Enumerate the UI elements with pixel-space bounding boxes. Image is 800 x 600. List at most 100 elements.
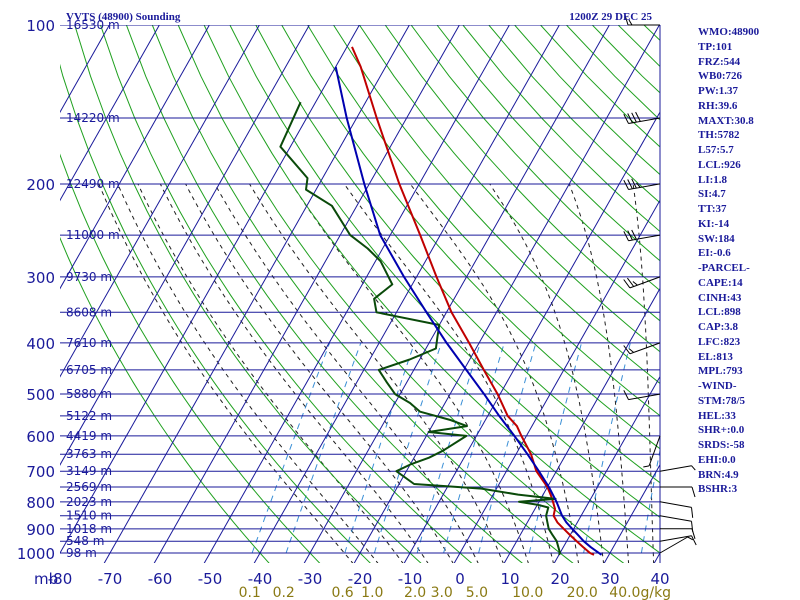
wind-barb bbox=[659, 535, 697, 546]
height-labels: 16530 m 14220 m 12490 m 11000 m 9730 m 8608 m… bbox=[66, 18, 120, 560]
pressure-unit-label: mb bbox=[34, 570, 58, 588]
dry-adiabats bbox=[60, 25, 660, 563]
isotherm-line bbox=[253, 25, 560, 563]
temperature-tick-label: -20 bbox=[348, 570, 373, 588]
isotherm-line bbox=[60, 25, 210, 290]
valid-time: 1200Z 29 DEC 25 bbox=[569, 11, 652, 23]
wind-barb bbox=[623, 229, 661, 242]
parcel-profile-line bbox=[334, 66, 603, 556]
index-item: SI:4.7 bbox=[698, 188, 726, 201]
dry-adiabat-line bbox=[255, 25, 660, 484]
temperature-profile-line bbox=[351, 46, 595, 556]
wind-barb bbox=[623, 390, 661, 401]
dry-adiabat-line bbox=[229, 25, 660, 519]
index-item: PW:1.37 bbox=[698, 85, 739, 97]
pressure-tick-label: 300 bbox=[26, 269, 55, 287]
isotherm-line bbox=[153, 25, 460, 563]
height-label: 1018 m bbox=[66, 522, 112, 536]
index-item: CINH:43 bbox=[698, 291, 742, 304]
index-item: WMO:48900 bbox=[698, 26, 760, 38]
index-item: EI:-0.6 bbox=[698, 247, 731, 260]
index-item: EHI:0.0 bbox=[698, 453, 736, 466]
isotherm-line bbox=[60, 25, 360, 555]
index-item: BSHR:3 bbox=[698, 483, 738, 496]
index-item: TT:37 bbox=[698, 203, 727, 215]
index-item: MAXT:30.8 bbox=[698, 114, 754, 127]
mixing-ratio-line bbox=[344, 342, 415, 554]
index-item: MPL:793 bbox=[698, 365, 743, 378]
moist-adiabat-line bbox=[489, 183, 604, 563]
height-label: 5122 m bbox=[66, 409, 112, 423]
pressure-tick-label: 600 bbox=[26, 428, 55, 446]
index-item: -PARCEL- bbox=[698, 262, 750, 274]
moist-adiabat-line bbox=[214, 183, 479, 563]
profile-lines bbox=[279, 46, 603, 556]
index-item: RH:39.6 bbox=[698, 99, 738, 112]
indices-panel: WMO:48900 TP:101 FRZ:544 WB0:726 PW:1.37 RH:3… bbox=[698, 25, 759, 497]
isotherm-line bbox=[453, 199, 660, 563]
isotherm-line bbox=[303, 25, 610, 563]
wind-barb bbox=[643, 435, 661, 468]
pressure-tick-label: 500 bbox=[26, 386, 55, 404]
height-label: 1510 m bbox=[66, 509, 112, 523]
dry-adiabat-line bbox=[384, 25, 660, 322]
index-item: EL:813 bbox=[698, 350, 733, 363]
temperature-tick-labels: mb-80 -70 -60 -50 -40 -30 -20 -10 0 10 20 30 40 bbox=[34, 570, 670, 588]
wind-barb bbox=[659, 501, 694, 518]
isotherm-line bbox=[103, 25, 410, 563]
index-item: HEL:33 bbox=[698, 409, 736, 422]
height-label: 8608 m bbox=[66, 305, 112, 319]
wind-barb bbox=[659, 536, 694, 554]
index-item: SW:184 bbox=[698, 232, 735, 245]
index-item: KI:-14 bbox=[698, 217, 730, 230]
temperature-tick-label: 10 bbox=[500, 570, 519, 588]
pressure-tick-label: 700 bbox=[26, 463, 55, 481]
index-item: WB0:726 bbox=[698, 70, 742, 83]
height-label: 9730 m bbox=[66, 270, 112, 284]
mixing-ratio-label: 5.0 bbox=[466, 585, 488, 600]
mixing-ratio-line bbox=[528, 342, 582, 554]
height-label: 548 m bbox=[66, 534, 104, 548]
pressure-tick-label: 800 bbox=[26, 494, 55, 512]
pressure-tick-label: 900 bbox=[26, 521, 55, 539]
moist-adiabat-line bbox=[291, 183, 529, 563]
dry-adiabat-line bbox=[358, 25, 660, 353]
dry-adiabat-line bbox=[125, 25, 523, 563]
height-label: 7610 m bbox=[66, 336, 112, 350]
height-label: 6705 m bbox=[66, 363, 112, 377]
isotherm-line bbox=[0, 25, 59, 564]
dry-adiabat-line bbox=[60, 63, 371, 563]
mixing-ratio-line bbox=[285, 342, 362, 554]
pressure-tick-label: 100 bbox=[26, 17, 55, 35]
isotherm-line bbox=[60, 25, 310, 466]
mixing-ratio-label: 40.0g/kg bbox=[609, 585, 671, 600]
index-item: BRN:4.9 bbox=[698, 468, 739, 481]
moist-adiabat-line bbox=[98, 183, 354, 563]
wind-barb bbox=[660, 486, 696, 498]
moist-adiabat-line bbox=[249, 183, 504, 563]
isobars bbox=[60, 25, 660, 554]
temperature-tick-label: 0 bbox=[455, 570, 465, 588]
wind-barb bbox=[623, 178, 661, 190]
mixing-ratio-label: 20.0 bbox=[567, 585, 598, 600]
pressure-tick-labels: 100 200 300 400 500 600 700 800 900 1000 bbox=[17, 17, 55, 563]
mixing-ratio-label: 2.0 bbox=[404, 585, 426, 600]
temperature-tick-label: 20 bbox=[550, 570, 569, 588]
dry-adiabat-line bbox=[60, 236, 270, 563]
mixing-ratio-label: 0.1 bbox=[239, 585, 261, 600]
isotherm-line bbox=[503, 287, 660, 563]
index-item: LI:1.8 bbox=[698, 173, 728, 186]
pressure-tick-label: 400 bbox=[26, 335, 55, 353]
height-label: 5880 m bbox=[66, 387, 112, 401]
isotherm-line bbox=[60, 25, 160, 202]
dry-adiabat-line bbox=[307, 25, 660, 417]
temperature-tick-label: -80 bbox=[48, 570, 73, 588]
wind-barb bbox=[660, 528, 696, 539]
wind-barb bbox=[623, 111, 661, 124]
isotherm-line bbox=[553, 375, 660, 563]
station-title: VVTS (48900) Sounding bbox=[66, 11, 181, 23]
dry-adiabat-line bbox=[410, 25, 660, 292]
wind-barb bbox=[623, 342, 661, 355]
height-label: 16530 m bbox=[66, 18, 120, 32]
